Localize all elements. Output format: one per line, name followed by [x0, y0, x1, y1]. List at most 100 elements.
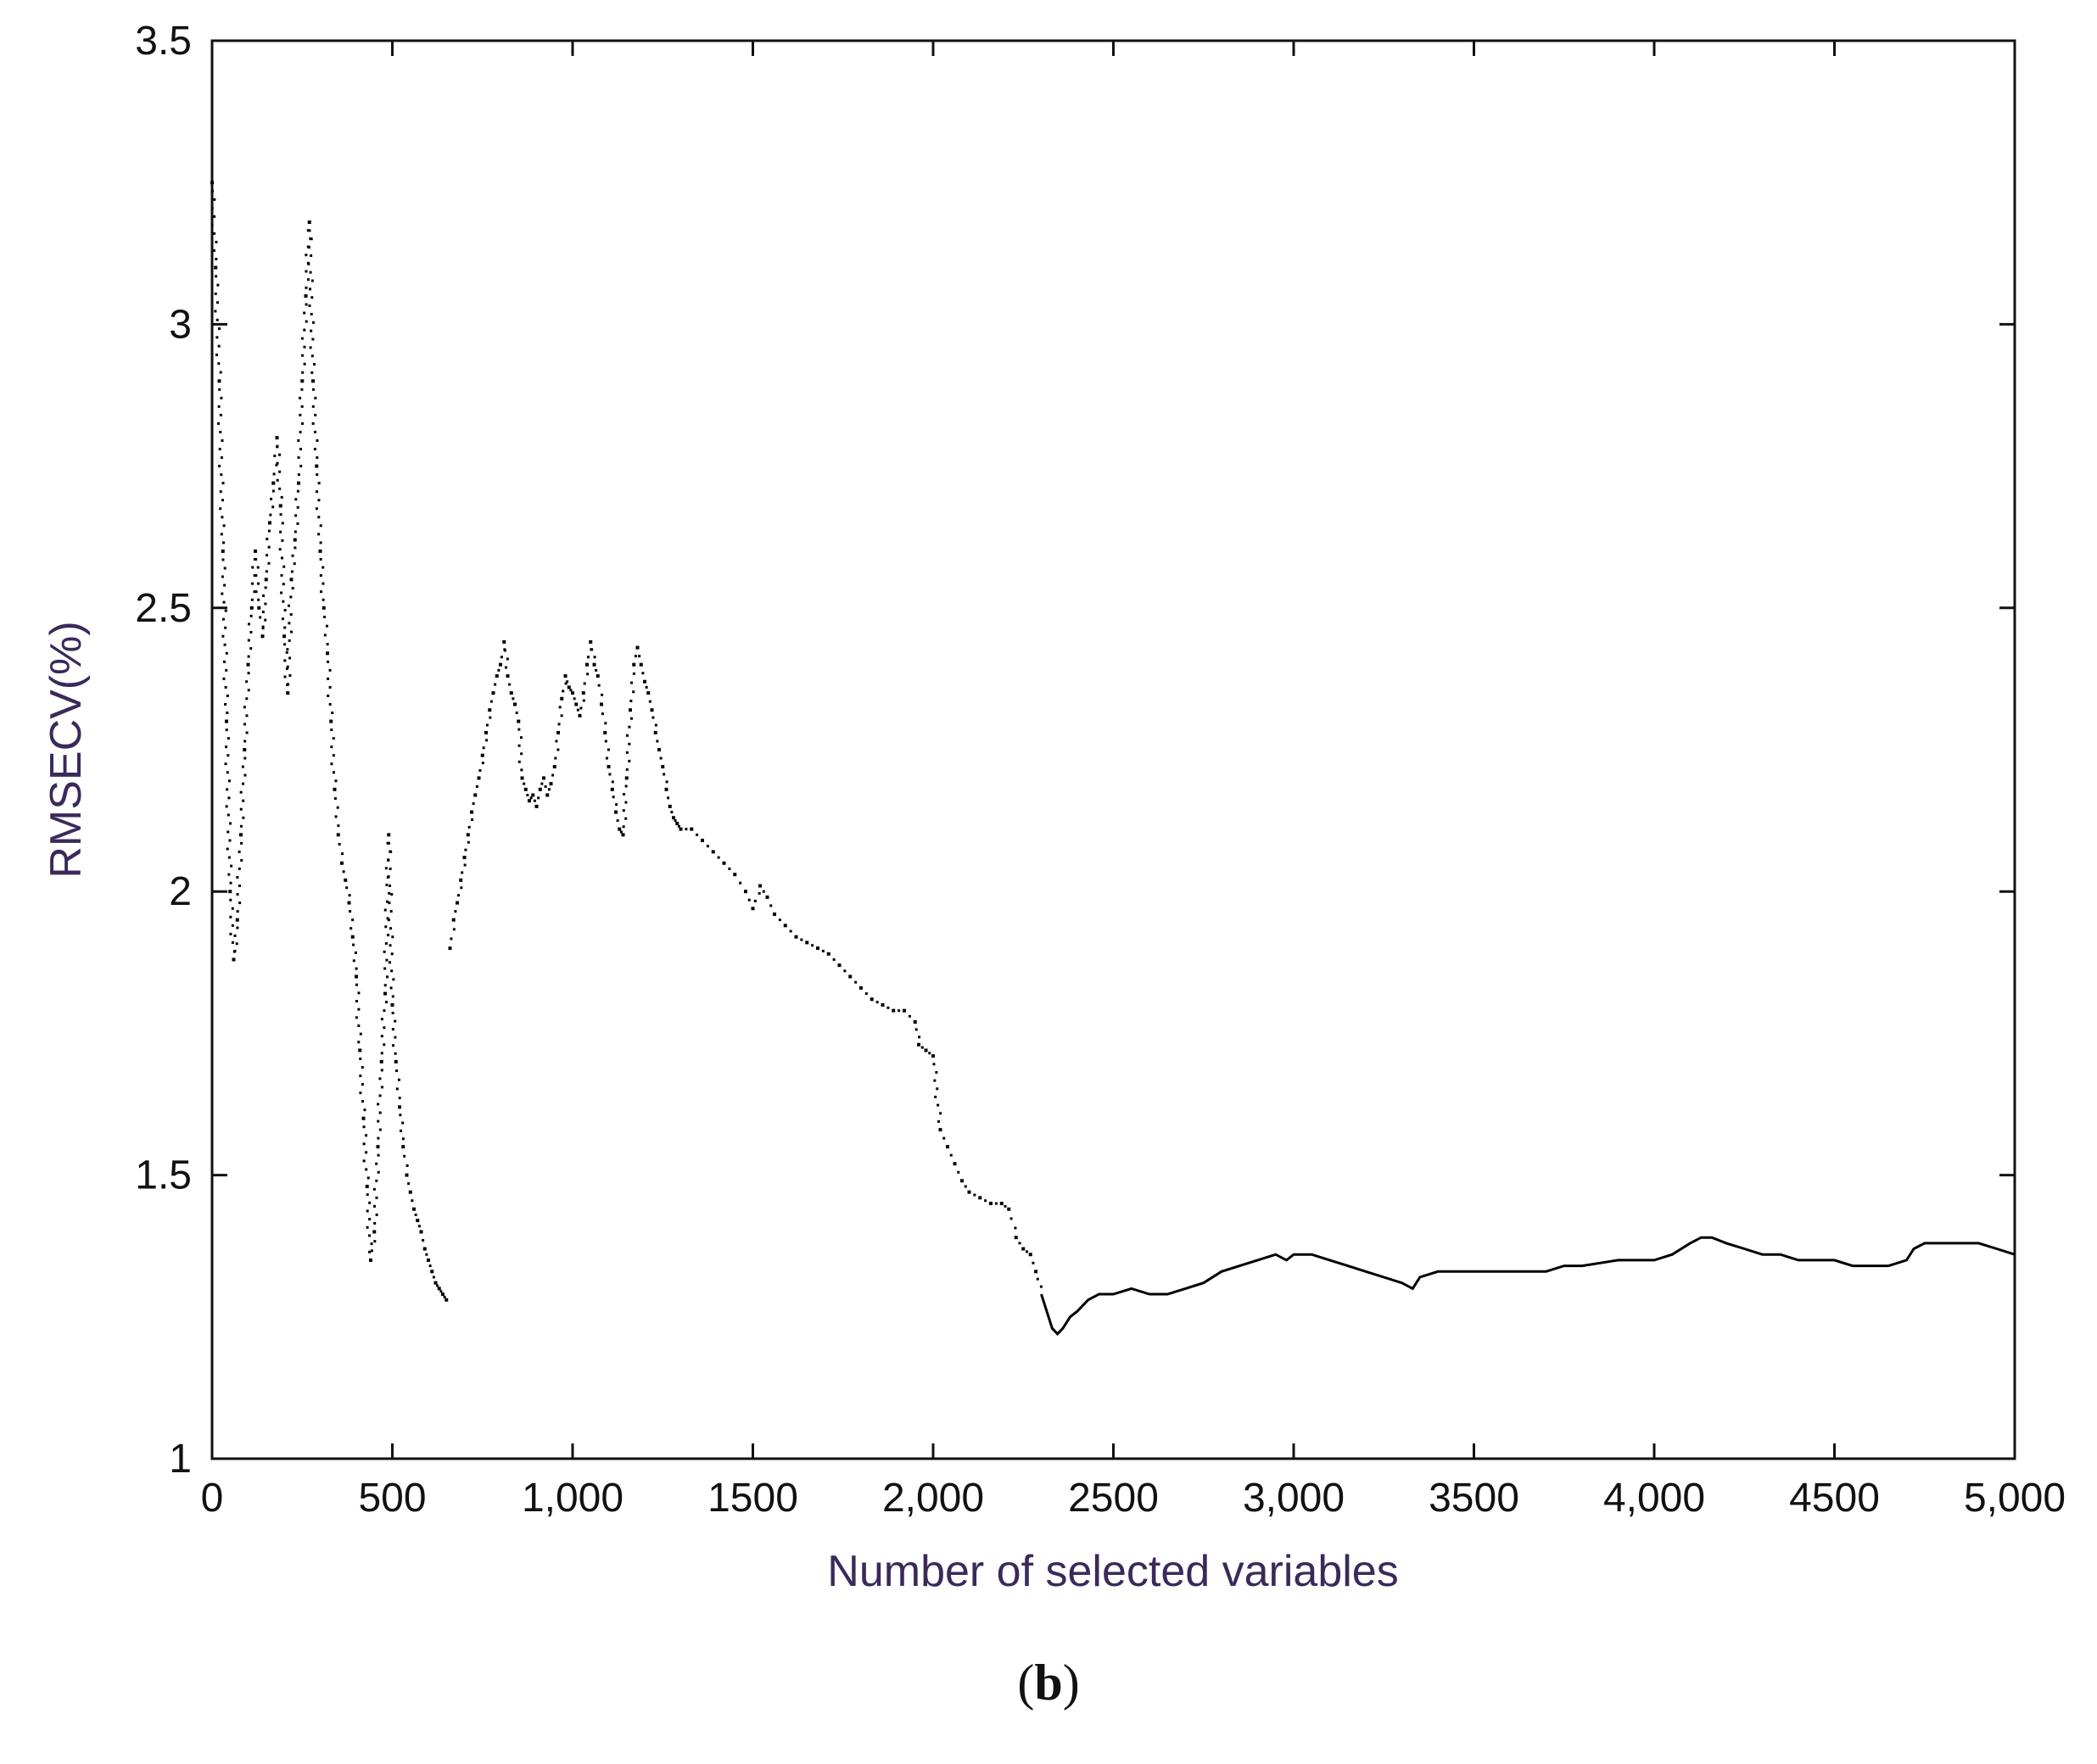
data-point-fill [634, 655, 637, 658]
data-point [506, 674, 510, 678]
data-point-fill [308, 304, 311, 308]
data-point [618, 827, 622, 831]
data-point-fill [464, 848, 467, 851]
data-point-fill [685, 828, 688, 831]
data-point [210, 181, 214, 185]
data-point-fill [228, 839, 232, 842]
data-point-fill [271, 505, 275, 509]
data-point-fill [630, 681, 634, 684]
data-point-fill [526, 794, 529, 797]
data-point-fill [348, 894, 351, 897]
data-point [433, 1281, 438, 1285]
data-point-fill [330, 728, 333, 732]
data-point-fill [728, 867, 731, 870]
data-point-fill [239, 790, 243, 794]
data-point-fill [654, 723, 657, 727]
data-point-fill [231, 924, 234, 927]
data-point [523, 787, 528, 791]
data-point-fill [300, 421, 304, 425]
data-point [603, 730, 607, 734]
data-point-fill [218, 388, 221, 391]
data-point-fill [242, 799, 245, 802]
data-point-fill [296, 489, 299, 493]
data-point [340, 861, 344, 865]
data-point-fill [378, 1111, 382, 1114]
data-point [794, 935, 798, 939]
data-point [257, 606, 261, 610]
data-point-fill [932, 1063, 936, 1066]
data-point-fill [414, 1213, 417, 1216]
data-point-fill [341, 852, 344, 856]
data-point-fill [949, 1153, 953, 1157]
x-tick-label: 500 [358, 1476, 426, 1521]
data-point-fill [576, 708, 579, 712]
data-point-fill [619, 830, 623, 834]
data-point-fill [395, 1087, 399, 1091]
data-point-fill [605, 756, 608, 760]
data-point-fill [313, 448, 316, 451]
data-point-fill [247, 655, 250, 658]
data-point-fill [555, 740, 558, 743]
data-point-fill [375, 1213, 378, 1216]
data-point-fill [422, 1239, 425, 1242]
data-point-fill [604, 740, 607, 743]
data-point-fill [373, 1204, 377, 1208]
data-point-fill [227, 856, 231, 859]
data-point-fill [388, 891, 391, 895]
data-point-fill [230, 864, 233, 868]
data-point-fill [368, 1250, 372, 1253]
data-point-fill [281, 617, 284, 621]
data-point-fill [227, 796, 231, 800]
data-point-fill [337, 824, 340, 828]
data-point-fill [586, 656, 590, 659]
data-point [491, 691, 495, 695]
data-point-fill [361, 1066, 364, 1069]
data-point-fill [386, 875, 389, 879]
data-point-fill [523, 782, 526, 785]
data-point [632, 662, 636, 667]
data-point [243, 748, 247, 751]
data-point-fill [463, 863, 467, 867]
data-point-fill [389, 885, 392, 888]
data-point-fill [311, 338, 315, 341]
data-point-fill [622, 809, 625, 812]
data-point [881, 1002, 885, 1007]
data-point-fill [236, 926, 239, 929]
data-point-fill [243, 756, 247, 760]
data-point [531, 793, 535, 797]
data-point-fill [485, 739, 489, 742]
data-point [1007, 1207, 1011, 1211]
x-tick-label: 4500 [1789, 1476, 1880, 1521]
data-point-fill [303, 345, 306, 349]
data-point-fill [597, 684, 601, 687]
data-point [278, 504, 282, 508]
data-point-fill [391, 1012, 394, 1015]
data-point [509, 691, 513, 695]
data-point-fill [294, 498, 298, 501]
data-point [783, 924, 787, 928]
data-point-fill [309, 271, 312, 274]
data-point [517, 719, 521, 723]
data-point-fill [357, 1041, 361, 1044]
data-point-fill [359, 1057, 362, 1060]
data-point [646, 691, 651, 695]
data-point-fill [623, 793, 626, 796]
data-point-fill [622, 825, 625, 829]
data-point-fill [242, 816, 245, 819]
data-point-fill [362, 1159, 366, 1163]
data-point-fill [215, 318, 219, 321]
data-point-fill [467, 840, 470, 844]
data-point-fill [365, 1134, 368, 1137]
data-point-fill [245, 714, 249, 717]
data-point-fill [383, 984, 387, 987]
data-point-fill [665, 780, 668, 784]
data-point-fill [994, 1202, 998, 1205]
data-point-fill [285, 650, 288, 654]
data-point-fill [520, 752, 523, 756]
data-point-fill [328, 685, 332, 689]
data-point-fill [497, 668, 500, 672]
data-point [304, 293, 308, 298]
data-point [315, 464, 319, 468]
data-point-fill [243, 773, 247, 777]
data-point [322, 606, 326, 610]
